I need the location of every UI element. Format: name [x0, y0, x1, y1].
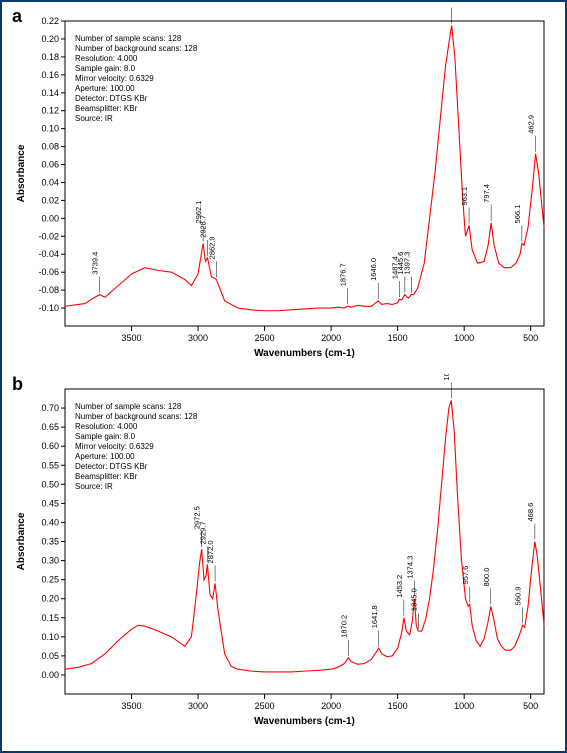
svg-text:0.70: 0.70: [41, 403, 59, 413]
svg-text:1000: 1000: [454, 333, 474, 343]
panel-b-label: b: [12, 374, 23, 395]
svg-text:Source: IR: Source: IR: [75, 114, 113, 123]
svg-text:Resolution: 4.000: Resolution: 4.000: [75, 54, 138, 63]
svg-text:0.30: 0.30: [41, 556, 59, 566]
svg-text:Resolution: 4.000: Resolution: 4.000: [75, 422, 138, 431]
svg-text:0.20: 0.20: [41, 594, 59, 604]
svg-text:0.65: 0.65: [41, 422, 59, 432]
svg-text:2928.7: 2928.7: [199, 215, 208, 238]
svg-text:1453.2: 1453.2: [395, 575, 404, 598]
chart-b: 3500 3000 2500 2000 1500 1000 500 Wavenumbers (…: [10, 374, 559, 734]
svg-text:-0.10: -0.10: [38, 303, 59, 313]
svg-text:3500: 3500: [122, 701, 142, 711]
svg-text:Beamsplitter: KBr: Beamsplitter: KBr: [75, 104, 138, 113]
svg-text:1097.4: 1097.4: [442, 374, 451, 380]
svg-text:0.12: 0.12: [41, 106, 59, 116]
svg-text:3739.4: 3739.4: [91, 252, 100, 275]
svg-text:-0.06: -0.06: [38, 267, 59, 277]
svg-text:0.60: 0.60: [41, 441, 59, 451]
svg-text:2872.0: 2872.0: [206, 540, 215, 563]
svg-text:Number of sample scans: 128: Number of sample scans: 128: [75, 34, 182, 43]
svg-text:0.04: 0.04: [41, 177, 59, 187]
svg-text:0.00: 0.00: [41, 670, 59, 680]
svg-text:2862.9: 2862.9: [207, 236, 216, 259]
svg-text:-0.04: -0.04: [38, 249, 59, 259]
svg-text:Absorbance: Absorbance: [16, 512, 27, 570]
svg-text:2000: 2000: [321, 701, 341, 711]
svg-text:Beamsplitter: KBr: Beamsplitter: KBr: [75, 472, 138, 481]
svg-text:0.25: 0.25: [41, 575, 59, 585]
svg-text:Sample gain: 8.0: Sample gain: 8.0: [75, 64, 136, 73]
svg-text:0.15: 0.15: [41, 613, 59, 623]
svg-text:-0.02: -0.02: [38, 231, 59, 241]
figure-container: a 3500 3000 2500 2000 1500 1000 500 Wavenumbers…: [0, 0, 567, 753]
svg-text:0.22: 0.22: [41, 16, 59, 26]
svg-text:0.02: 0.02: [41, 195, 59, 205]
svg-text:2500: 2500: [255, 333, 275, 343]
panel-b: b 3500 3000 2500 2000 1500 1000 500 Wavenumbers…: [10, 374, 557, 739]
svg-text:Aperture: 100.00: Aperture: 100.00: [75, 84, 135, 93]
svg-text:0.45: 0.45: [41, 498, 59, 508]
svg-text:0.50: 0.50: [41, 479, 59, 489]
svg-text:500: 500: [523, 701, 538, 711]
svg-text:800.0: 800.0: [482, 568, 491, 587]
svg-text:468.6: 468.6: [526, 503, 535, 522]
panel-a-label: a: [12, 6, 22, 27]
svg-text:3500: 3500: [122, 333, 142, 343]
svg-text:1641.8: 1641.8: [370, 605, 379, 628]
chart-a: 3500 3000 2500 2000 1500 1000 500 Wavenumbers (…: [10, 6, 559, 366]
svg-text:0.05: 0.05: [41, 651, 59, 661]
svg-text:0.06: 0.06: [41, 160, 59, 170]
svg-text:Detector: DTGS KBr: Detector: DTGS KBr: [75, 94, 148, 103]
svg-text:0.00: 0.00: [41, 213, 59, 223]
svg-text:1345.0: 1345.0: [409, 588, 418, 611]
svg-text:0.35: 0.35: [41, 537, 59, 547]
svg-text:Wavenumbers (cm-1): Wavenumbers (cm-1): [254, 716, 355, 727]
svg-text:1500: 1500: [388, 333, 408, 343]
svg-text:0.10: 0.10: [41, 632, 59, 642]
svg-text:1500: 1500: [388, 701, 408, 711]
svg-text:Aperture: 100.00: Aperture: 100.00: [75, 452, 135, 461]
svg-text:0.40: 0.40: [41, 517, 59, 527]
svg-text:Absorbance: Absorbance: [16, 144, 27, 202]
svg-text:0.55: 0.55: [41, 460, 59, 470]
svg-text:Number of background scans: 1: Number of background scans: 128: [75, 44, 198, 53]
svg-text:0.18: 0.18: [41, 52, 59, 62]
svg-text:0.14: 0.14: [41, 88, 59, 98]
svg-text:3000: 3000: [188, 701, 208, 711]
svg-text:Detector: DTGS KBr: Detector: DTGS KBr: [75, 462, 148, 471]
svg-text:566.1: 566.1: [513, 205, 522, 224]
svg-text:Source: IR: Source: IR: [75, 482, 113, 491]
svg-text:1876.7: 1876.7: [339, 263, 348, 286]
svg-text:957.6: 957.6: [461, 566, 470, 585]
svg-text:797.4: 797.4: [482, 184, 491, 203]
svg-text:3000: 3000: [188, 333, 208, 343]
svg-text:1000: 1000: [454, 701, 474, 711]
svg-text:2000: 2000: [321, 333, 341, 343]
svg-text:2500: 2500: [255, 701, 275, 711]
svg-text:462.9: 462.9: [527, 115, 536, 134]
svg-text:1870.2: 1870.2: [339, 615, 348, 638]
svg-text:1646.0: 1646.0: [369, 258, 378, 281]
svg-text:963.1: 963.1: [460, 187, 469, 206]
svg-text:0.16: 0.16: [41, 70, 59, 80]
svg-text:Mirror velocity: 0.6329: Mirror velocity: 0.6329: [75, 74, 154, 83]
svg-text:Number of sample scans: 128: Number of sample scans: 128: [75, 402, 182, 411]
svg-text:-0.08: -0.08: [38, 285, 59, 295]
svg-text:Wavenumbers (cm-1): Wavenumbers (cm-1): [254, 348, 355, 359]
svg-text:560.9: 560.9: [514, 587, 523, 606]
svg-text:1374.3: 1374.3: [405, 556, 414, 579]
svg-text:1397.3: 1397.3: [402, 252, 411, 275]
svg-text:0.08: 0.08: [41, 142, 59, 152]
svg-text:Mirror velocity: 0.6329: Mirror velocity: 0.6329: [75, 442, 154, 451]
svg-text:500: 500: [523, 333, 538, 343]
panel-a: a 3500 3000 2500 2000 1500 1000 500 Wavenumbers…: [10, 6, 557, 371]
svg-text:0.20: 0.20: [41, 34, 59, 44]
svg-text:Number of background scans: 1: Number of background scans: 128: [75, 412, 198, 421]
svg-text:Sample gain: 8.0: Sample gain: 8.0: [75, 432, 136, 441]
svg-text:0.10: 0.10: [41, 124, 59, 134]
